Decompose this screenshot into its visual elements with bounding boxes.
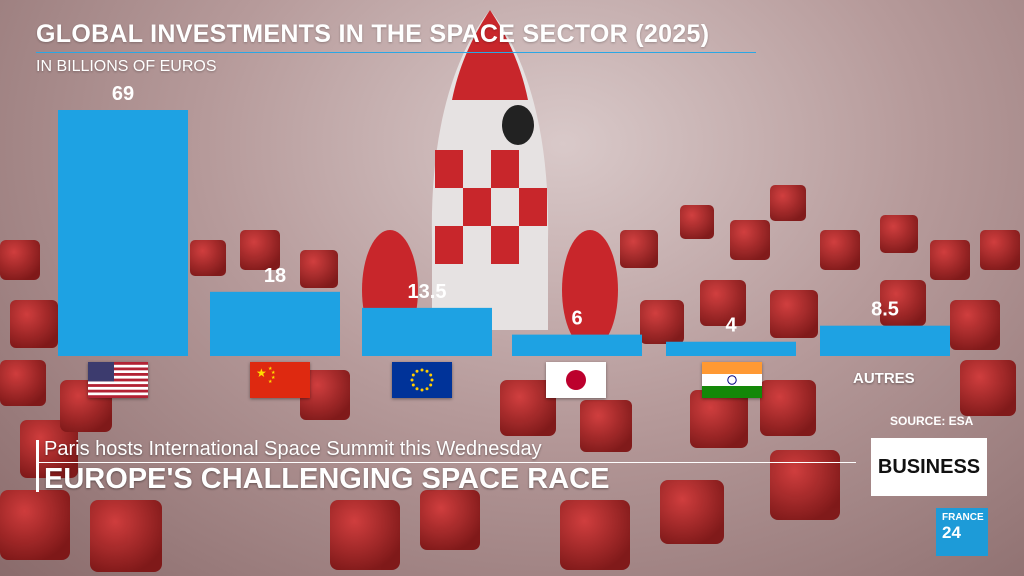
chart-subtitle: IN BILLIONS OF EUROS bbox=[36, 58, 217, 75]
source-note: SOURCE: ESA bbox=[890, 414, 974, 428]
rocket-illustration bbox=[362, 10, 618, 350]
channel-logo-line1: FRANCE bbox=[942, 512, 984, 523]
flag-eu bbox=[392, 362, 452, 398]
value-label-china: 18 bbox=[264, 265, 286, 287]
bar-usa bbox=[58, 110, 188, 356]
svg-text:★: ★ bbox=[271, 375, 276, 381]
value-label-usa: 69 bbox=[112, 83, 134, 105]
bar-japan bbox=[512, 334, 642, 356]
bar-china bbox=[210, 291, 340, 356]
flag-china: ★ ★ ★ ★ ★ bbox=[250, 362, 310, 398]
news-subheadline: Paris hosts International Space Summit t… bbox=[44, 438, 542, 460]
category-label-autres: AUTRES bbox=[853, 370, 915, 387]
flag-india bbox=[702, 362, 762, 398]
bar-autres bbox=[820, 325, 950, 356]
value-label-autres: 8.5 bbox=[871, 299, 899, 321]
title-underline bbox=[36, 52, 756, 53]
chart-title: GLOBAL INVESTMENTS IN THE SPACE SECTOR (… bbox=[36, 20, 710, 48]
lower-third-accent bbox=[36, 440, 39, 492]
svg-text:★: ★ bbox=[268, 379, 273, 385]
dice-pile bbox=[0, 185, 1020, 572]
bar-india bbox=[666, 341, 796, 356]
svg-text:★: ★ bbox=[268, 366, 273, 372]
news-headline: EUROPE'S CHALLENGING SPACE RACE bbox=[44, 463, 610, 495]
headline-divider bbox=[36, 462, 856, 463]
bar-eu bbox=[362, 307, 492, 356]
value-label-japan: 6 bbox=[571, 308, 582, 330]
value-label-india: 4 bbox=[725, 315, 737, 337]
flag-usa bbox=[88, 362, 148, 398]
channel-logo-line2: 24 bbox=[942, 523, 961, 542]
section-badge: BUSINESS bbox=[871, 438, 987, 496]
flag-japan bbox=[546, 362, 606, 398]
value-label-eu: 13.5 bbox=[408, 281, 447, 303]
svg-text:★: ★ bbox=[271, 370, 276, 376]
channel-logo: FRANCE 24 bbox=[936, 508, 988, 556]
svg-text:★: ★ bbox=[256, 366, 267, 380]
